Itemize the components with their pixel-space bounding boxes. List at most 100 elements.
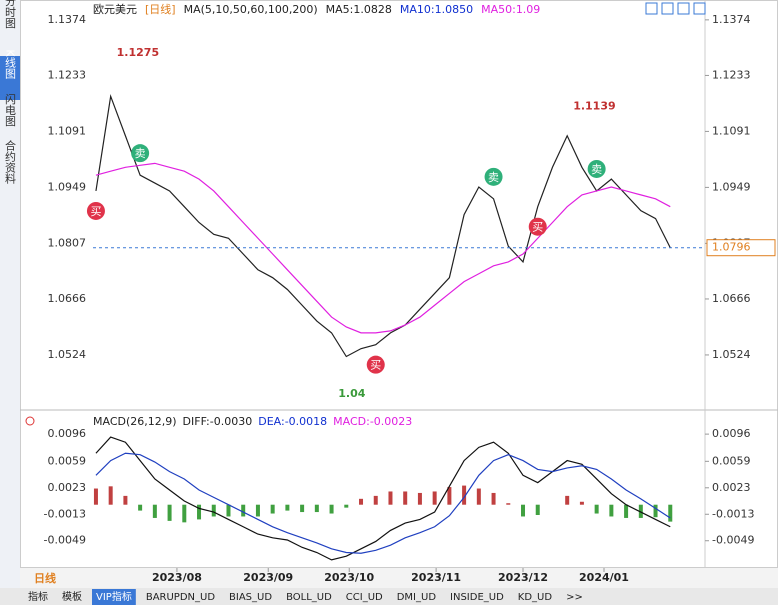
settings-icon[interactable] bbox=[25, 416, 35, 426]
macd-bar bbox=[462, 485, 467, 505]
high-label: 1.1139 bbox=[573, 99, 615, 112]
macd-line bbox=[95, 452, 671, 554]
signal-label: 卖 bbox=[591, 163, 602, 176]
high-label: 1.1275 bbox=[117, 46, 159, 59]
y-tick-label-right: 0.0023 bbox=[712, 481, 751, 494]
sidebar-active bbox=[0, 56, 20, 100]
y-tick-label-right: 1.0666 bbox=[712, 292, 751, 305]
signal-marker bbox=[587, 159, 606, 178]
y-tick-label-right: 1.1091 bbox=[712, 124, 751, 137]
macd-bar bbox=[491, 492, 496, 505]
macd-bar bbox=[167, 504, 172, 521]
macd-bar bbox=[138, 504, 143, 511]
indicator-tab[interactable]: KD_UD bbox=[518, 592, 553, 603]
y-tick-label-right: 0.0059 bbox=[712, 454, 751, 467]
toolbar-icons[interactable] bbox=[645, 2, 706, 15]
macd-bar bbox=[476, 488, 481, 505]
last-price-box bbox=[706, 239, 776, 257]
x-tick-label: 2024/01 bbox=[579, 571, 629, 584]
y-tick-label: 0.0096 bbox=[48, 427, 87, 440]
header-ma10: MA10:1.0850 bbox=[400, 3, 473, 16]
indicator-tab[interactable]: VIP指标 bbox=[96, 590, 132, 603]
macd-bar bbox=[521, 504, 526, 517]
y-tick-label-right: 1.0949 bbox=[712, 180, 751, 193]
macd-bar bbox=[255, 504, 260, 517]
sidebar-tab[interactable]: K线图 bbox=[4, 49, 17, 79]
sidebar-tab[interactable]: 分时图 bbox=[4, 0, 17, 29]
price-line bbox=[95, 162, 671, 334]
macd-header-dea: DEA:-0.0018 bbox=[258, 415, 327, 428]
sidebar bbox=[0, 0, 20, 605]
macd-bar bbox=[123, 495, 128, 505]
period-button[interactable]: 日线 bbox=[34, 571, 56, 585]
macd-bar bbox=[182, 504, 187, 523]
macd-bar bbox=[668, 504, 673, 522]
macd-bar bbox=[535, 504, 540, 515]
y-tick-label: 1.0949 bbox=[48, 180, 87, 193]
y-tick-label: 1.1091 bbox=[48, 124, 87, 137]
signal-label: 买 bbox=[90, 205, 101, 218]
macd-bar bbox=[197, 504, 202, 520]
sidebar-tab[interactable]: 闪电图 bbox=[4, 92, 17, 127]
frame bbox=[20, 0, 778, 568]
tab-bar bbox=[0, 588, 778, 605]
macd-bar bbox=[447, 487, 452, 505]
y-tick-label-right: 1.1374 bbox=[712, 13, 751, 26]
y-tick-label: 0.0059 bbox=[48, 454, 87, 467]
indicator-tab[interactable]: 指标 bbox=[28, 590, 48, 603]
macd-bar bbox=[579, 501, 584, 505]
signal-marker bbox=[131, 144, 150, 163]
macd-bar bbox=[565, 495, 570, 505]
indicator-tab[interactable]: INSIDE_UD bbox=[450, 592, 504, 603]
macd-bar bbox=[388, 491, 393, 505]
x-tick-label: 2023/12 bbox=[498, 571, 548, 584]
tab-active bbox=[92, 589, 136, 605]
signal-marker bbox=[528, 217, 547, 236]
macd-bar bbox=[373, 495, 378, 505]
signal-label: 卖 bbox=[488, 171, 499, 184]
macd-header-name: MACD(26,12,9) bbox=[93, 415, 177, 428]
y-tick-label-right: -0.0013 bbox=[712, 507, 754, 520]
indicator-tab[interactable]: 模板 bbox=[62, 590, 82, 603]
y-tick-label: -0.0013 bbox=[44, 507, 86, 520]
indicator-tab[interactable]: BOLL_UD bbox=[286, 592, 332, 603]
indicator-tab[interactable]: >> bbox=[566, 592, 583, 603]
macd-bar bbox=[432, 491, 437, 505]
date-bar bbox=[20, 568, 778, 588]
y-tick-label: 1.0666 bbox=[48, 292, 87, 305]
indicator-tab[interactable]: DMI_UD bbox=[397, 592, 437, 603]
sidebar-tab[interactable]: 合约资料 bbox=[4, 139, 17, 185]
y-tick-label: 0.0023 bbox=[48, 481, 87, 494]
y-tick-label-right: 1.1233 bbox=[712, 68, 751, 81]
macd-bar bbox=[344, 504, 349, 508]
signal-marker bbox=[86, 201, 105, 220]
macd-bar bbox=[624, 504, 629, 518]
y-tick-label: 1.1374 bbox=[48, 13, 87, 26]
macd-header-diff: DIFF:-0.0030 bbox=[183, 415, 253, 428]
macd-bar bbox=[329, 504, 334, 514]
macd-line bbox=[95, 436, 671, 561]
indicator-tab[interactable]: BARUPDN_UD bbox=[146, 592, 215, 603]
x-tick-label: 2023/10 bbox=[324, 571, 374, 584]
macd-bar bbox=[594, 504, 599, 514]
signal-label: 买 bbox=[532, 221, 543, 234]
y-tick-label-right: -0.0049 bbox=[712, 534, 754, 547]
macd-bar bbox=[93, 488, 98, 505]
low-label: 1.04 bbox=[338, 387, 365, 400]
indicator-tab[interactable]: CCI_UD bbox=[346, 592, 383, 603]
macd-bar bbox=[417, 492, 422, 505]
macd-bar bbox=[108, 486, 113, 505]
macd-bar bbox=[152, 504, 157, 518]
signal-label: 卖 bbox=[135, 147, 146, 160]
x-tick-label: 2023/09 bbox=[243, 571, 293, 584]
macd-bar bbox=[241, 504, 246, 517]
indicator-tab[interactable]: BIAS_UD bbox=[229, 592, 272, 603]
macd-bar bbox=[506, 503, 511, 505]
header-ma: MA(5,10,50,60,100,200) bbox=[184, 3, 318, 16]
x-tick-label: 2023/11 bbox=[411, 571, 461, 584]
y-tick-label: -0.0049 bbox=[44, 534, 86, 547]
macd-bar bbox=[314, 504, 319, 513]
price-line bbox=[95, 93, 671, 358]
macd-bar bbox=[285, 504, 290, 511]
